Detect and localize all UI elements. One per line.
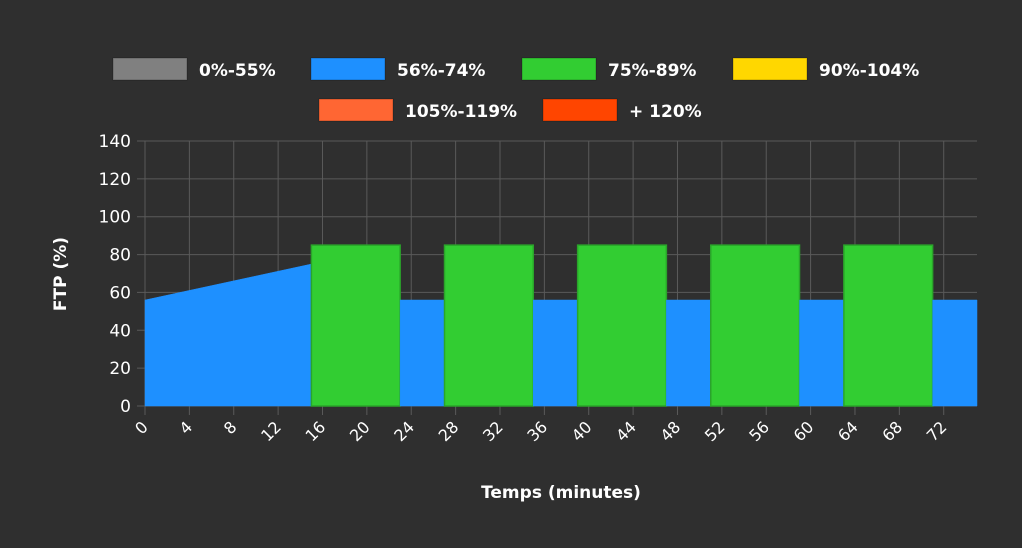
x-tick-label: 0 [131, 417, 152, 438]
x-tick-label: 56 [745, 417, 773, 445]
segment-interval [843, 244, 934, 407]
legend-swatch [310, 57, 386, 81]
legend-swatch [318, 98, 394, 122]
x-tick-label: 36 [523, 417, 551, 445]
legend-label: 90%-104% [819, 61, 919, 81]
legend-label: + 120% [629, 102, 702, 122]
segment-interval [710, 244, 801, 407]
segment-interval [310, 244, 401, 407]
x-tick-label: 16 [301, 417, 329, 445]
legend-item[interactable]: 75%-89% [521, 57, 696, 81]
segment-recovery [533, 299, 578, 407]
x-tick-label: 68 [878, 417, 906, 445]
y-tick-label: 100 [99, 208, 131, 228]
segment-recovery [799, 299, 845, 407]
x-tick-label: 60 [790, 417, 818, 445]
x-tick-label: 44 [612, 417, 640, 445]
y-tick-label: 40 [109, 321, 131, 341]
segment-interval [576, 244, 668, 407]
legend-label: 0%-55% [199, 61, 276, 81]
y-tick-label: 140 [99, 132, 131, 152]
legend-swatch [732, 57, 808, 81]
x-tick-label: 52 [701, 417, 729, 445]
x-tick-label: 8 [220, 417, 241, 438]
x-tick-label: 64 [834, 417, 862, 445]
segment-recovery [666, 299, 712, 407]
x-tick-label: 72 [923, 417, 951, 445]
legend-swatch [112, 57, 188, 81]
segments [144, 244, 978, 407]
x-tick-label: 48 [656, 417, 684, 445]
y-axis-label: FTP (%) [51, 237, 71, 311]
segment-recovery [932, 299, 978, 407]
legend-label: 56%-74% [397, 61, 485, 81]
segment-recovery [144, 263, 312, 407]
legend-item[interactable]: 0%-55% [112, 57, 276, 81]
segment-interval [443, 244, 535, 407]
y-tick-label: 20 [109, 359, 131, 379]
y-tick-label: 80 [109, 246, 131, 266]
x-tick-label: 32 [479, 417, 507, 445]
legend-item[interactable]: + 120% [542, 98, 702, 122]
segment-recovery [399, 299, 445, 407]
legend-item[interactable]: 56%-74% [310, 57, 485, 81]
x-tick-label: 4 [176, 417, 197, 438]
x-tick-label: 28 [435, 417, 463, 445]
x-tick-label: 20 [346, 417, 374, 445]
y-tick-label: 60 [109, 283, 131, 303]
x-tick-label: 12 [257, 417, 285, 445]
legend-item[interactable]: 105%-119% [318, 98, 517, 122]
legend-label: 105%-119% [405, 102, 517, 122]
y-tick-label: 120 [99, 170, 131, 190]
x-axis-label: Temps (minutes) [481, 483, 641, 503]
x-tick-label: 24 [390, 417, 418, 445]
legend-label: 75%-89% [608, 61, 696, 81]
legend: 0%-55% 56%-74% 75%-89% 90%-104% 105%-119% + 1… [112, 57, 919, 122]
legend-swatch [521, 57, 597, 81]
legend-swatch [542, 98, 618, 122]
y-tick-label: 0 [120, 397, 131, 417]
legend-item[interactable]: 90%-104% [732, 57, 919, 81]
x-tick-label: 40 [568, 417, 596, 445]
